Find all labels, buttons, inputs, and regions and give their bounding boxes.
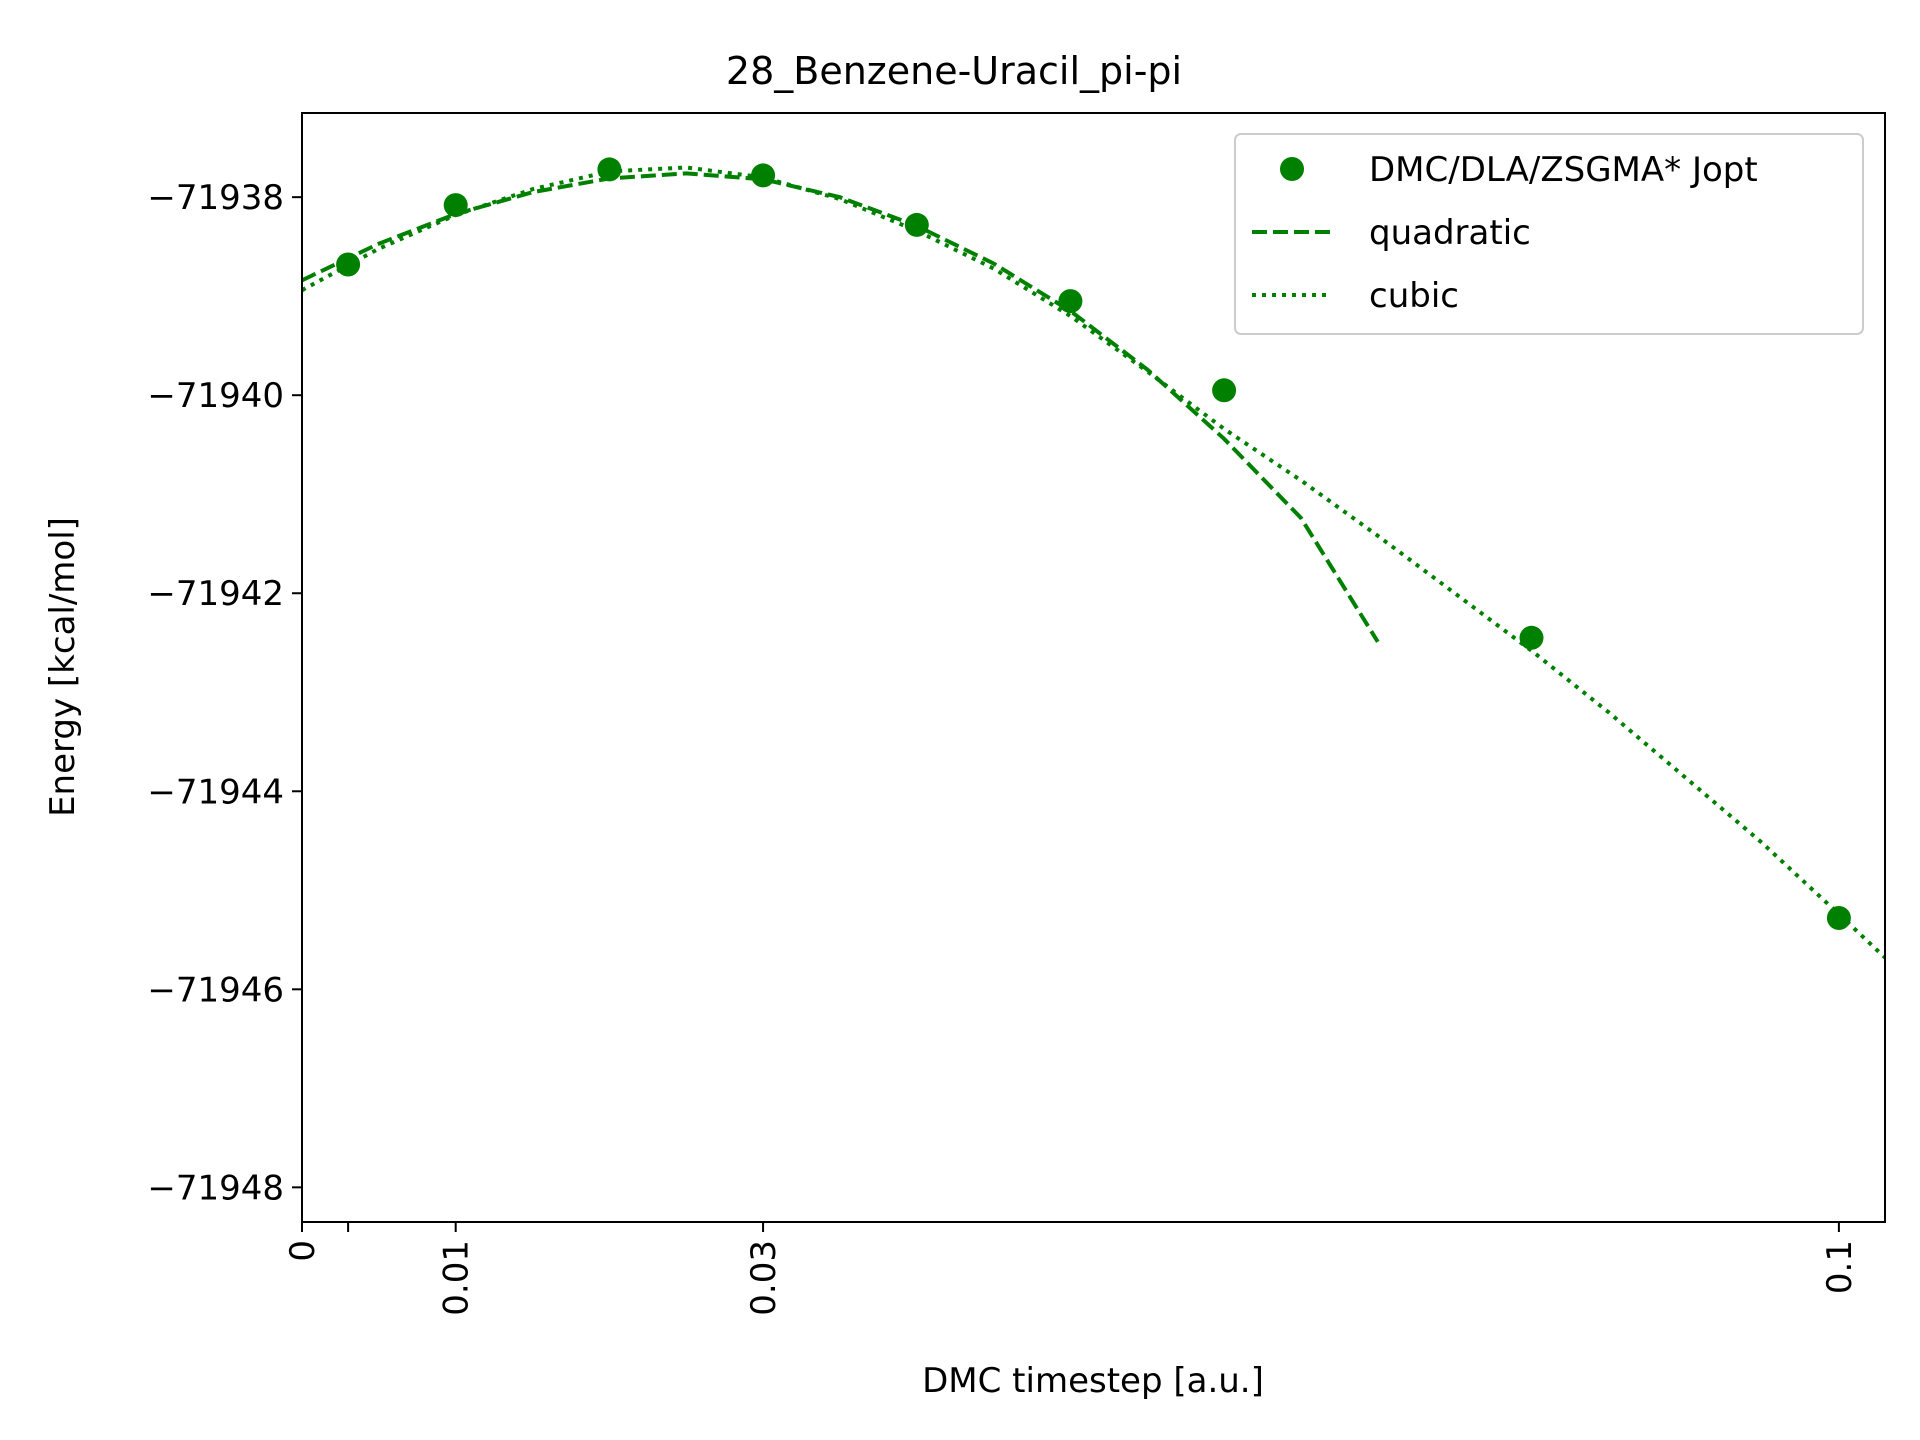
plot-area	[302, 157, 1885, 960]
y-tick-label: −71940	[147, 376, 284, 416]
series-line-quadratic	[302, 171, 1380, 643]
y-axis-label: Energy [kcal/mol]	[43, 517, 83, 817]
data-point	[597, 157, 622, 182]
data-point	[1212, 378, 1237, 403]
legend-marker-icon	[1280, 157, 1304, 181]
data-point	[1826, 906, 1851, 930]
y-tick-label: −71948	[147, 1168, 284, 1208]
x-tick-label: 0.01	[437, 1240, 477, 1316]
x-tick-label: 0.1	[1820, 1240, 1860, 1294]
data-point	[904, 212, 929, 237]
y-axis: −71938 −71940 −71942 −71944 −71946 −71948	[147, 178, 302, 1208]
y-tick-label: −71944	[147, 772, 284, 812]
y-tick-label: −71938	[147, 178, 284, 218]
data-point	[751, 163, 776, 188]
x-axis-label: DMC timestep [a.u.]	[922, 1361, 1264, 1401]
series-line-cubic	[302, 165, 1885, 960]
plot-frame	[301, 112, 1886, 1223]
legend: DMC/DLA/ZSGMA* Jopt quadratic cubic	[1234, 133, 1864, 335]
data-point	[336, 252, 361, 277]
legend-entry-cubic: cubic	[1369, 276, 1459, 316]
x-axis: 0 0.01 0.03 0.1	[283, 1222, 1860, 1316]
data-point	[443, 193, 468, 218]
legend-entry-data: DMC/DLA/ZSGMA* Jopt	[1369, 150, 1758, 190]
y-tick-label: −71946	[147, 970, 284, 1010]
x-tick-label: 0	[283, 1240, 323, 1262]
chart-title: 28_Benzene-Uracil_pi-pi	[726, 49, 1182, 93]
x-tick-label: 0.03	[744, 1240, 784, 1316]
data-point	[1519, 625, 1544, 650]
y-tick-label: −71942	[147, 574, 284, 614]
legend-entry-quadratic: quadratic	[1369, 213, 1531, 253]
data-point	[1058, 289, 1083, 314]
legend-frame	[1234, 133, 1864, 335]
